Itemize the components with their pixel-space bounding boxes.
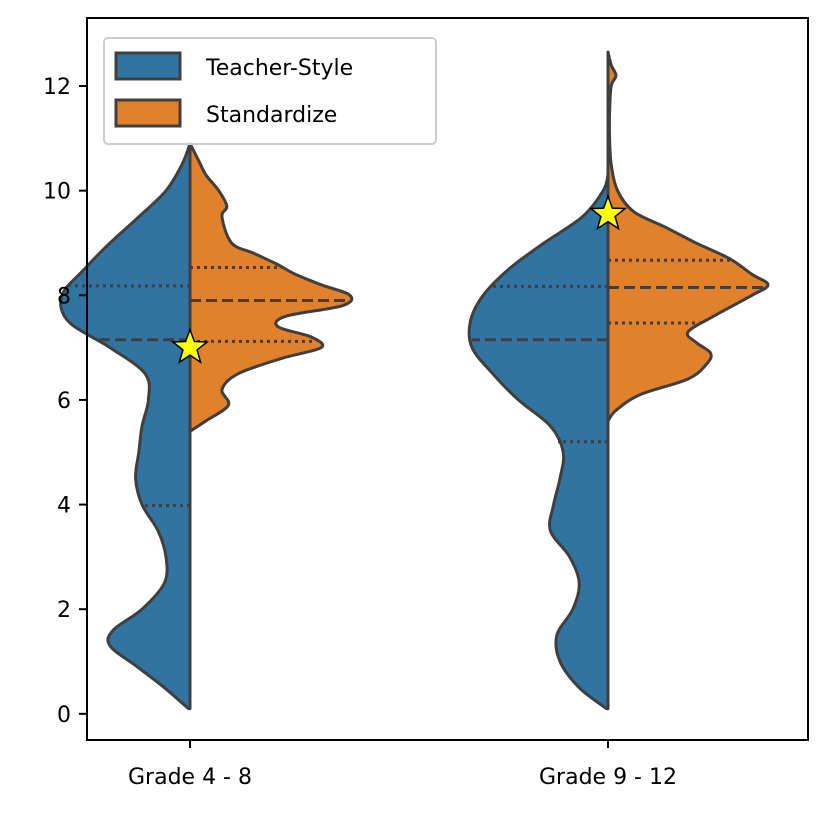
star-marker-1 [588,194,628,231]
y-tick-label-0: 0 [57,703,71,728]
marker-layer [170,194,628,364]
y-tick-label-6: 6 [57,389,71,414]
x-tick-label-0: Grade 4 - 8 [128,765,252,790]
legend-swatch-0 [114,51,182,81]
star-marker-0 [170,327,210,364]
violin-teacher-style-1 [467,173,610,711]
y-tick-label-4: 4 [57,494,71,519]
y-tick-label-12: 12 [43,75,71,100]
violin-layer [59,50,770,711]
legend-box [103,37,437,145]
legend-swatch-1 [114,98,182,128]
y-tick-label-2: 2 [57,598,71,623]
legend-label-1: Standardize [206,103,337,128]
plot-frame [86,17,809,741]
y-tick-label-10: 10 [43,180,71,205]
legend: Teacher-Style Standardize [103,37,437,145]
y-tick-label-8: 8 [57,284,71,309]
violin-standardize-0 [188,142,354,433]
violin-standardize-1 [606,50,770,423]
axes-layer: 0 2 4 6 8 10 12 Grade 4 - 8 Grade 9 - 12 [43,17,809,790]
violin-teacher-style-0 [59,142,192,711]
legend-label-0: Teacher-Style [205,56,353,81]
x-tick-label-1: Grade 9 - 12 [539,765,677,790]
